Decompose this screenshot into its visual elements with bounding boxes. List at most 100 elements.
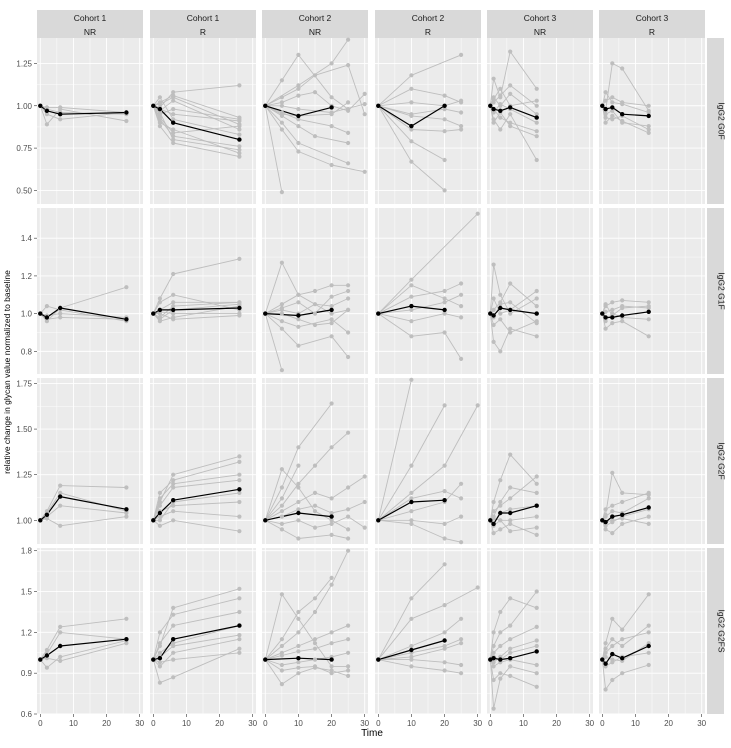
individual-point [534,481,539,486]
x-tick-label: 10 [69,719,78,728]
individual-point [346,100,351,105]
individual-point [620,627,625,632]
individual-line [264,105,283,193]
mean-point [151,518,156,523]
individual-point [534,589,539,594]
individual-point [610,637,615,642]
individual-point [58,315,63,320]
mean-point [646,505,651,510]
individual-point [58,490,63,495]
individual-point [491,307,496,312]
individual-point [296,649,301,654]
individual-point [279,260,284,265]
individual-point [124,118,129,124]
individual-line [378,105,462,115]
individual-point [279,113,284,118]
mean-point [44,653,50,658]
individual-point [610,518,615,523]
individual-point [171,95,176,100]
individual-point [329,304,334,309]
individual-point [329,283,334,288]
individual-point [620,490,625,495]
individual-point [346,37,351,42]
mean-point [498,305,503,311]
mean-point [376,657,381,662]
individual-point [329,294,334,299]
individual-point [58,117,63,122]
individual-point [296,507,301,512]
individual-point [171,481,176,486]
individual-line [153,510,240,521]
individual-point [620,671,625,676]
individual-point [329,518,334,523]
mean-point [329,657,334,662]
mean-point [534,649,539,654]
mean-point [171,637,176,642]
individual-point [620,298,625,303]
individual-point [157,117,162,122]
individual-point [171,140,176,146]
x-tick-label: 30 [248,719,257,728]
individual-point [362,102,367,107]
individual-point [346,108,351,113]
x-tick-label: 30 [360,719,369,728]
individual-point [346,623,351,628]
individual-point [171,292,176,297]
individual-point [409,127,414,132]
individual-point [237,144,242,149]
individual-point [508,496,513,501]
mean-point [603,315,608,320]
individual-point [237,151,242,156]
individual-point [534,638,539,643]
individual-point [237,132,242,137]
mean-line [152,488,240,521]
individual-point [442,403,447,408]
individual-point [409,294,414,299]
individual-point [237,490,242,495]
mean-point [171,307,176,313]
y-tick-label: 1.00 [16,516,32,525]
individual-point [610,509,615,514]
individual-point [157,680,162,685]
mean-point [237,623,242,628]
individual-point [534,103,539,108]
individual-point [409,139,414,144]
individual-point [362,525,367,530]
individual-point [171,612,176,617]
individual-point [296,660,301,665]
individual-point [279,509,284,514]
individual-point [124,285,129,290]
individual-line [40,105,127,113]
mean-point [610,105,615,110]
individual-point [508,311,513,316]
individual-point [603,507,608,512]
individual-point [459,281,464,286]
mean-point [498,657,503,662]
individual-point [508,673,513,679]
individual-point [296,518,301,523]
individual-point [409,377,414,382]
individual-point [296,300,301,305]
individual-point [534,304,539,309]
individual-point [646,592,651,597]
facet-cohort-label: Cohort 2 [299,13,332,23]
individual-point [409,86,414,91]
individual-line [378,659,462,666]
individual-point [237,83,242,88]
individual-point [237,118,242,124]
individual-point [171,478,176,483]
mean-point [620,313,625,318]
x-tick-label: 10 [407,719,416,728]
individual-point [646,496,651,501]
individual-point [279,190,284,195]
mean-point [151,657,156,662]
individual-point [329,575,334,581]
individual-point [534,532,539,538]
individual-point [237,115,242,120]
x-tick-label: 10 [294,719,303,728]
individual-line [153,301,240,318]
individual-point [459,514,464,519]
individual-point [646,317,651,322]
individual-point [171,605,176,611]
individual-point [491,95,496,100]
